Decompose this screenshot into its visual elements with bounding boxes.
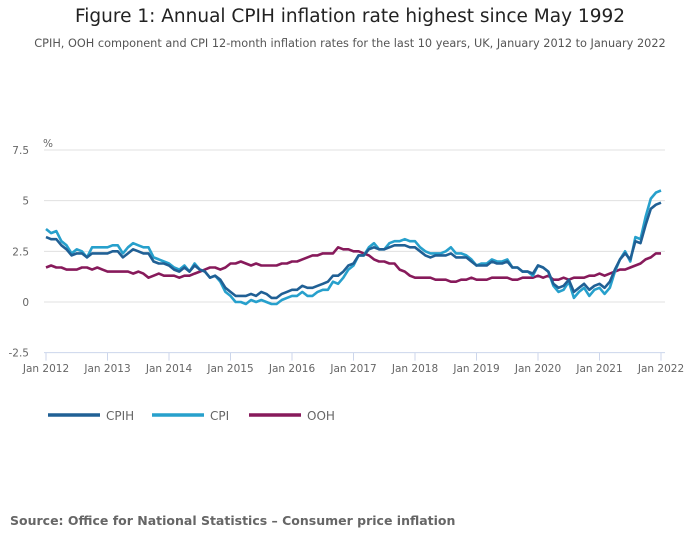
x-tick-label: Jan 2016 xyxy=(268,363,316,375)
x-tick-label: Jan 2013 xyxy=(83,363,130,375)
legend-label-cpih: CPIH xyxy=(106,409,134,423)
x-tick-label: Jan 2022 xyxy=(637,363,684,375)
chart-subtitle: CPIH, OOH component and CPI 12-month inf… xyxy=(34,37,666,50)
x-tick-label: Jan 2019 xyxy=(452,363,499,375)
x-tick-label: Jan 2020 xyxy=(514,363,561,375)
x-tick-label: Jan 2021 xyxy=(575,363,622,375)
legend-label-ooh: OOH xyxy=(307,409,335,423)
x-tick-label: Jan 2015 xyxy=(206,363,253,375)
x-tick-label: Jan 2012 xyxy=(22,363,69,375)
source-note: Source: Office for National Statistics –… xyxy=(10,513,456,528)
x-tick-label: Jan 2017 xyxy=(329,363,376,375)
y-axis-label: % xyxy=(43,138,53,150)
y-tick-label: 5 xyxy=(22,196,29,208)
y-tick-label: -2.5 xyxy=(9,348,30,360)
series-line-cpi xyxy=(45,189,662,306)
chart-title: Figure 1: Annual CPIH inflation rate hig… xyxy=(74,6,626,27)
x-tick-label: Jan 2018 xyxy=(391,363,438,375)
y-tick-label: 7.5 xyxy=(12,145,29,157)
legend-label-cpi: CPI xyxy=(210,409,229,423)
x-tick-label: Jan 2014 xyxy=(145,363,193,375)
y-tick-label: 2.5 xyxy=(12,246,29,258)
y-tick-label: 0 xyxy=(22,297,29,309)
